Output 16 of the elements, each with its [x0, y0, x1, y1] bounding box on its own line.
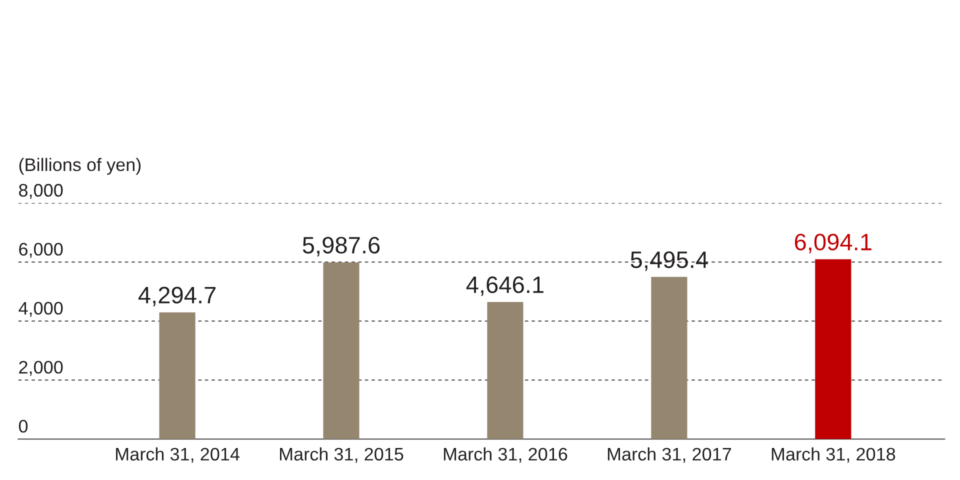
x-tick-label: March 31, 2016 [444, 447, 568, 463]
data-label: 5,987.6 [302, 236, 380, 256]
data-label: 4,646.1 [466, 276, 544, 296]
x-tick-label: March 31, 2014 [116, 447, 240, 463]
data-label: 5,495.4 [630, 251, 708, 271]
x-tick-label: March 31, 2018 [772, 447, 896, 463]
data-label: 4,294.7 [138, 286, 216, 306]
y-tick-label: 6,000 [19, 242, 63, 258]
y-axis-title: (Billions of yen) [19, 158, 141, 175]
y-tick-label: 0 [18, 420, 28, 433]
y-tick-label: 2,000 [19, 360, 63, 376]
x-tick-label: March 31, 2017 [608, 447, 732, 463]
y-tick-label: 4,000 [18, 302, 63, 317]
y-tick-label: 8,000 [19, 184, 63, 199]
x-tick-label: March 31, 2015 [280, 447, 404, 463]
data-label: 6,094.1 [794, 234, 872, 254]
